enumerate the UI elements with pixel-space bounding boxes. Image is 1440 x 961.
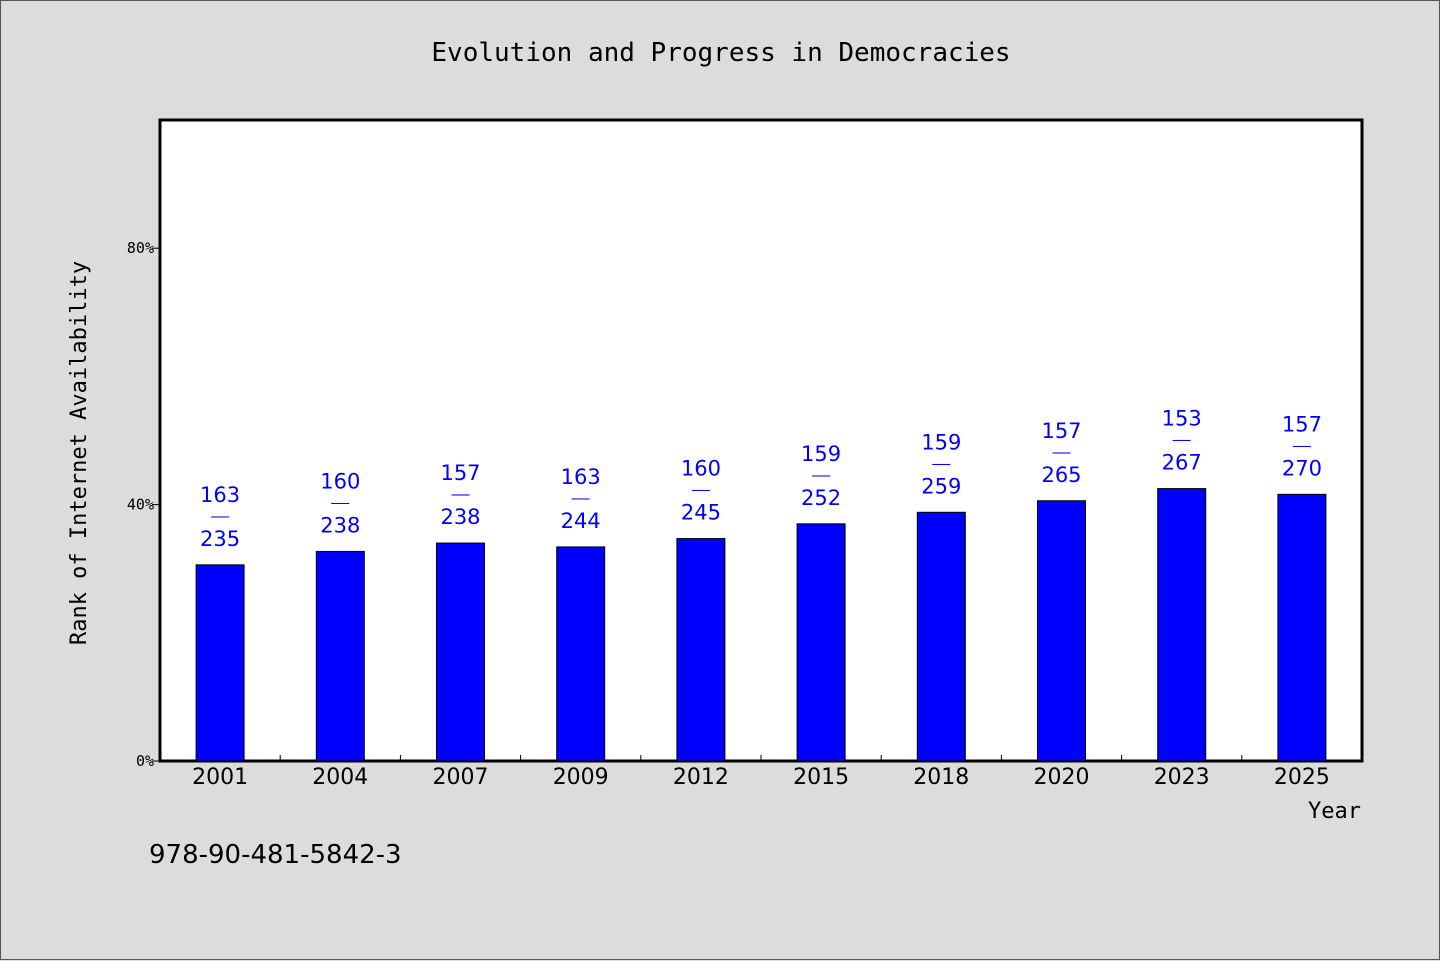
x-tick-label-2012: 2012 — [673, 765, 729, 790]
y-axis: 0% 40% 80% — [127, 239, 160, 770]
bar-label-separator-2020: —— — [1052, 443, 1071, 461]
bar-label-numerator-2009: 163 — [561, 465, 601, 489]
bar-2020 — [1037, 500, 1086, 762]
bar-label-denominator-2012: 245 — [681, 501, 721, 525]
x-tick-label-2009: 2009 — [553, 765, 609, 790]
y-tick-label-40: 40% — [127, 496, 154, 514]
bar-2001 — [195, 564, 245, 762]
bar-label-separator-2012: —— — [692, 481, 711, 499]
bar-label-separator-2015: —— — [812, 466, 831, 484]
bar-label-separator-2001: —— — [211, 507, 230, 525]
bar-label-denominator-2025: 270 — [1282, 456, 1322, 480]
footnote-isbn: 978-90-481-5842-3 — [149, 840, 402, 870]
x-tick-label-2015: 2015 — [793, 765, 849, 790]
bar-label-denominator-2015: 252 — [801, 486, 841, 510]
bar-label-separator-2025: —— — [1293, 436, 1312, 454]
x-tick-label-2023: 2023 — [1154, 765, 1210, 790]
x-axis-label: Year — [1308, 799, 1361, 824]
bar-2012 — [676, 538, 726, 762]
bar-label-denominator-2009: 244 — [561, 509, 601, 533]
bar-label-separator-2004: —— — [331, 493, 350, 511]
bar-labels-group: 163——235160——238157——238163——244160——245… — [200, 407, 1322, 551]
x-tick-label-2004: 2004 — [312, 765, 368, 790]
bar-label-numerator-2025: 157 — [1282, 412, 1322, 436]
bar-label-denominator-2018: 259 — [921, 474, 961, 498]
bar-label-numerator-2015: 159 — [801, 442, 841, 466]
bar-label-denominator-2004: 238 — [320, 513, 360, 537]
bar-label-numerator-2023: 153 — [1162, 407, 1202, 431]
x-tick-label-2020: 2020 — [1034, 765, 1090, 790]
x-tick-label-2018: 2018 — [913, 765, 969, 790]
bar-label-denominator-2001: 235 — [200, 527, 240, 551]
bar-label-denominator-2007: 238 — [440, 505, 480, 529]
bar-2025 — [1277, 493, 1327, 762]
bar-label-numerator-2004: 160 — [320, 469, 360, 493]
x-tick-label-2025: 2025 — [1274, 765, 1330, 790]
y-tick-label-80: 80% — [127, 239, 154, 257]
x-tick-label-2001: 2001 — [192, 765, 248, 790]
x-tick-label-2007: 2007 — [433, 765, 489, 790]
bar-label-denominator-2023: 267 — [1162, 451, 1202, 475]
x-axis: 2001 2004 2007 2009 2012 2015 2018 2020 2023 2025 — [192, 755, 1330, 790]
bar-2015 — [796, 523, 846, 762]
bar-label-numerator-2001: 163 — [200, 483, 240, 507]
chart-title: Evolution and Progress in Democracies — [431, 38, 1010, 68]
bar-label-separator-2018: —— — [932, 454, 951, 472]
bar-label-separator-2007: —— — [451, 485, 470, 503]
bar-2009 — [556, 546, 606, 762]
bar-label-numerator-2007: 157 — [440, 461, 480, 485]
y-axis-label: Rank of Internet Availability — [67, 261, 92, 645]
bar-label-separator-2009: —— — [572, 489, 591, 507]
bar-label-separator-2023: —— — [1173, 431, 1192, 449]
bars-group — [195, 488, 1327, 762]
bar-label-numerator-2012: 160 — [681, 457, 721, 481]
bar-label-denominator-2020: 265 — [1041, 463, 1081, 487]
bar-2023 — [1157, 488, 1207, 762]
bar-label-numerator-2018: 159 — [921, 430, 961, 454]
bar-2018 — [916, 511, 966, 762]
bar-2007 — [436, 542, 485, 762]
bar-2004 — [315, 550, 365, 762]
y-tick-label-0: 0% — [136, 752, 154, 770]
bar-label-numerator-2020: 157 — [1041, 419, 1081, 443]
